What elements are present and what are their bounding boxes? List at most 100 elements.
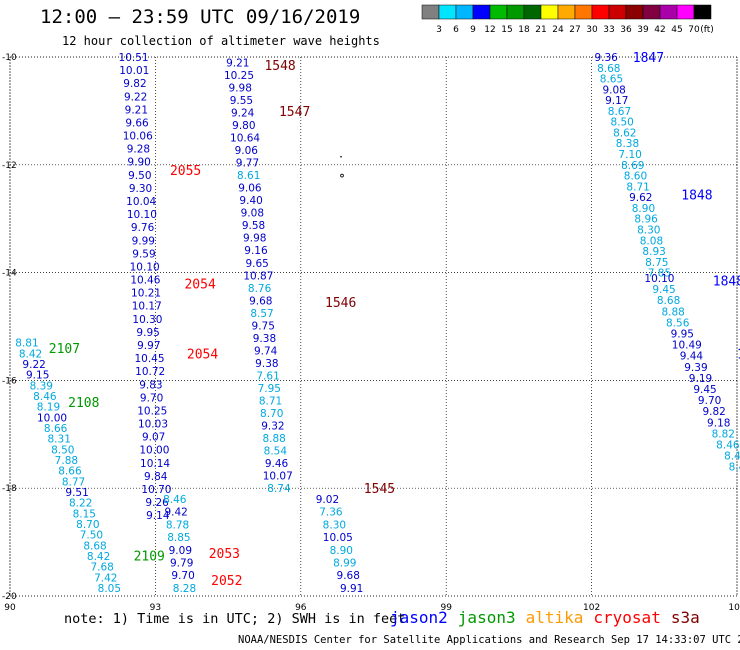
wave-height-value: 10.14 bbox=[140, 458, 170, 470]
wave-height-value: 9.75 bbox=[252, 320, 275, 332]
wave-height-value: 9.09 bbox=[169, 545, 192, 557]
wave-height-value: 10.03 bbox=[138, 419, 168, 431]
wave-height-value: 8.31 bbox=[48, 434, 71, 446]
wave-height-value: 8.93 bbox=[642, 246, 665, 258]
wave-height-value: 9.06 bbox=[238, 183, 262, 195]
wave-height-value: 9.26 bbox=[145, 497, 169, 509]
colorbar-unit: (ft) bbox=[700, 25, 714, 35]
wave-height-value: 9.82 bbox=[702, 406, 725, 418]
legend-item-jason2: jason2 bbox=[390, 608, 448, 627]
wave-height-value: 9.68 bbox=[249, 295, 272, 307]
wave-height-value: 10.25 bbox=[224, 70, 254, 82]
wave-height-value: 9.40 bbox=[239, 195, 262, 207]
pass-time-label: 1847 bbox=[633, 51, 664, 66]
pass-time-label: 1545 bbox=[364, 482, 395, 497]
wave-height-value: 10.17 bbox=[132, 301, 162, 313]
pass-time-label: 1548 bbox=[264, 59, 295, 74]
wave-height-value: 9.84 bbox=[144, 471, 168, 483]
wave-height-value: 8.46 bbox=[33, 391, 57, 403]
wave-height-value: 10.01 bbox=[119, 65, 149, 77]
wave-height-value: 8.4 bbox=[724, 451, 740, 463]
wave-height-value: 8.65 bbox=[600, 74, 623, 86]
wave-height-value: 8.56 bbox=[666, 317, 690, 329]
x-tick-label: 99 bbox=[440, 603, 452, 613]
wave-height-value: 8.54 bbox=[264, 446, 288, 458]
wave-height-value: 8.85 bbox=[167, 532, 190, 544]
wave-height-value: 9.38 bbox=[253, 333, 276, 345]
pass-time-label: 1547 bbox=[279, 105, 310, 120]
pass-time-label: 1848 bbox=[713, 275, 740, 290]
wave-height-value: 9.21 bbox=[125, 104, 148, 116]
satellite-legend: jason2 jason3 altika cryosat s3a bbox=[390, 608, 710, 627]
wave-height-value: 9.24 bbox=[231, 107, 255, 119]
wave-height-value: 10.45 bbox=[134, 353, 164, 365]
wave-height-value: 9.62 bbox=[629, 192, 652, 204]
wave-height-value: 7.10 bbox=[618, 149, 641, 161]
wave-height-value: 9.32 bbox=[261, 421, 284, 433]
wave-height-value: 8.38 bbox=[616, 138, 639, 150]
wave-height-value: 8.61 bbox=[237, 170, 260, 182]
y-tick-label: -12 bbox=[2, 161, 17, 171]
wave-height-value: 8.30 bbox=[323, 519, 346, 531]
wave-height-value: 10.10 bbox=[130, 261, 160, 273]
wave-height-value: 9.36 bbox=[594, 52, 618, 64]
wave-height-value: 8.78 bbox=[166, 519, 189, 531]
pass-time-label: 2053 bbox=[209, 547, 240, 562]
x-tick-label: 90 bbox=[4, 603, 16, 613]
colorbar-label: 27 bbox=[569, 25, 580, 35]
colorbar-label: 3 bbox=[436, 25, 442, 35]
wave-height-value: 8.42 bbox=[19, 348, 42, 360]
colorbar-label: 24 bbox=[552, 25, 564, 35]
wave-height-value: 9.17 bbox=[605, 95, 628, 107]
x-tick-label: 102 bbox=[583, 603, 600, 613]
wave-height-value: 9.02 bbox=[316, 494, 339, 506]
colorbar-label: 12 bbox=[484, 25, 495, 35]
wave-height-value: 7.36 bbox=[319, 507, 343, 519]
island-outline bbox=[340, 155, 342, 158]
colorbar-swatch bbox=[693, 4, 712, 20]
wave-height-value: 7.88 bbox=[55, 455, 78, 467]
colorbar-label: 6 bbox=[453, 25, 459, 35]
wave-height-value: 10.05 bbox=[323, 532, 353, 544]
wave-height-value: 9.83 bbox=[139, 379, 162, 391]
wave-height-value: 9.30 bbox=[129, 183, 152, 195]
x-tick-label: 105 bbox=[728, 603, 740, 613]
y-tick-label: -18 bbox=[2, 484, 17, 494]
wave-height-value: 9.98 bbox=[229, 82, 252, 94]
wave-height-value: 8.75 bbox=[645, 257, 668, 269]
wave-height-value: 9.51 bbox=[65, 487, 88, 499]
wave-height-value: 9.22 bbox=[22, 359, 45, 371]
wave-height-value: 8.22 bbox=[69, 498, 92, 510]
wave-height-value: 9.70 bbox=[140, 392, 163, 404]
y-tick-label: -10 bbox=[2, 53, 17, 63]
wave-height-value: 8.68 bbox=[657, 295, 680, 307]
x-tick-label: 96 bbox=[295, 603, 307, 613]
wave-height-value: 8.76 bbox=[248, 283, 272, 295]
wave-height-value: 9.80 bbox=[232, 120, 255, 132]
wave-height-value: 8.67 bbox=[608, 106, 631, 118]
wave-height-value: 9.65 bbox=[245, 258, 268, 270]
wave-height-value: 9.95 bbox=[671, 328, 694, 340]
colorbar-label: 33 bbox=[603, 25, 614, 35]
island-outline bbox=[340, 173, 344, 178]
wave-height-value: 10.72 bbox=[135, 366, 165, 378]
wave-height-value: 8.90 bbox=[632, 203, 655, 215]
pass-time-label: 1848 bbox=[681, 188, 712, 203]
wave-height-value: 8.77 bbox=[62, 476, 85, 488]
wave-height-value: 8.50 bbox=[51, 444, 74, 456]
legend-item-s3a: s3a bbox=[670, 608, 700, 627]
wave-height-value: 10.07 bbox=[263, 471, 293, 483]
color-scale-bar: 3 6 9 12 15 18 21 24 27 30 33 36 39 42 45 70 (ft) bbox=[421, 4, 714, 35]
colorbar-label: 9 bbox=[470, 25, 476, 35]
x-tick-label: 93 bbox=[150, 603, 161, 613]
wave-height-value: 9.55 bbox=[230, 95, 253, 107]
wave-height-value: 8.28 bbox=[173, 583, 196, 595]
wave-height-value: 8.46 bbox=[163, 494, 187, 506]
wave-height-value: 9.58 bbox=[242, 220, 265, 232]
legend-item-jason3: jason3 bbox=[457, 608, 516, 627]
wave-height-value: 10.51 bbox=[119, 52, 149, 64]
wave-height-value: 9.97 bbox=[137, 340, 160, 352]
wave-height-value: 9.76 bbox=[131, 222, 155, 234]
wave-height-value: 10.70 bbox=[141, 484, 171, 496]
